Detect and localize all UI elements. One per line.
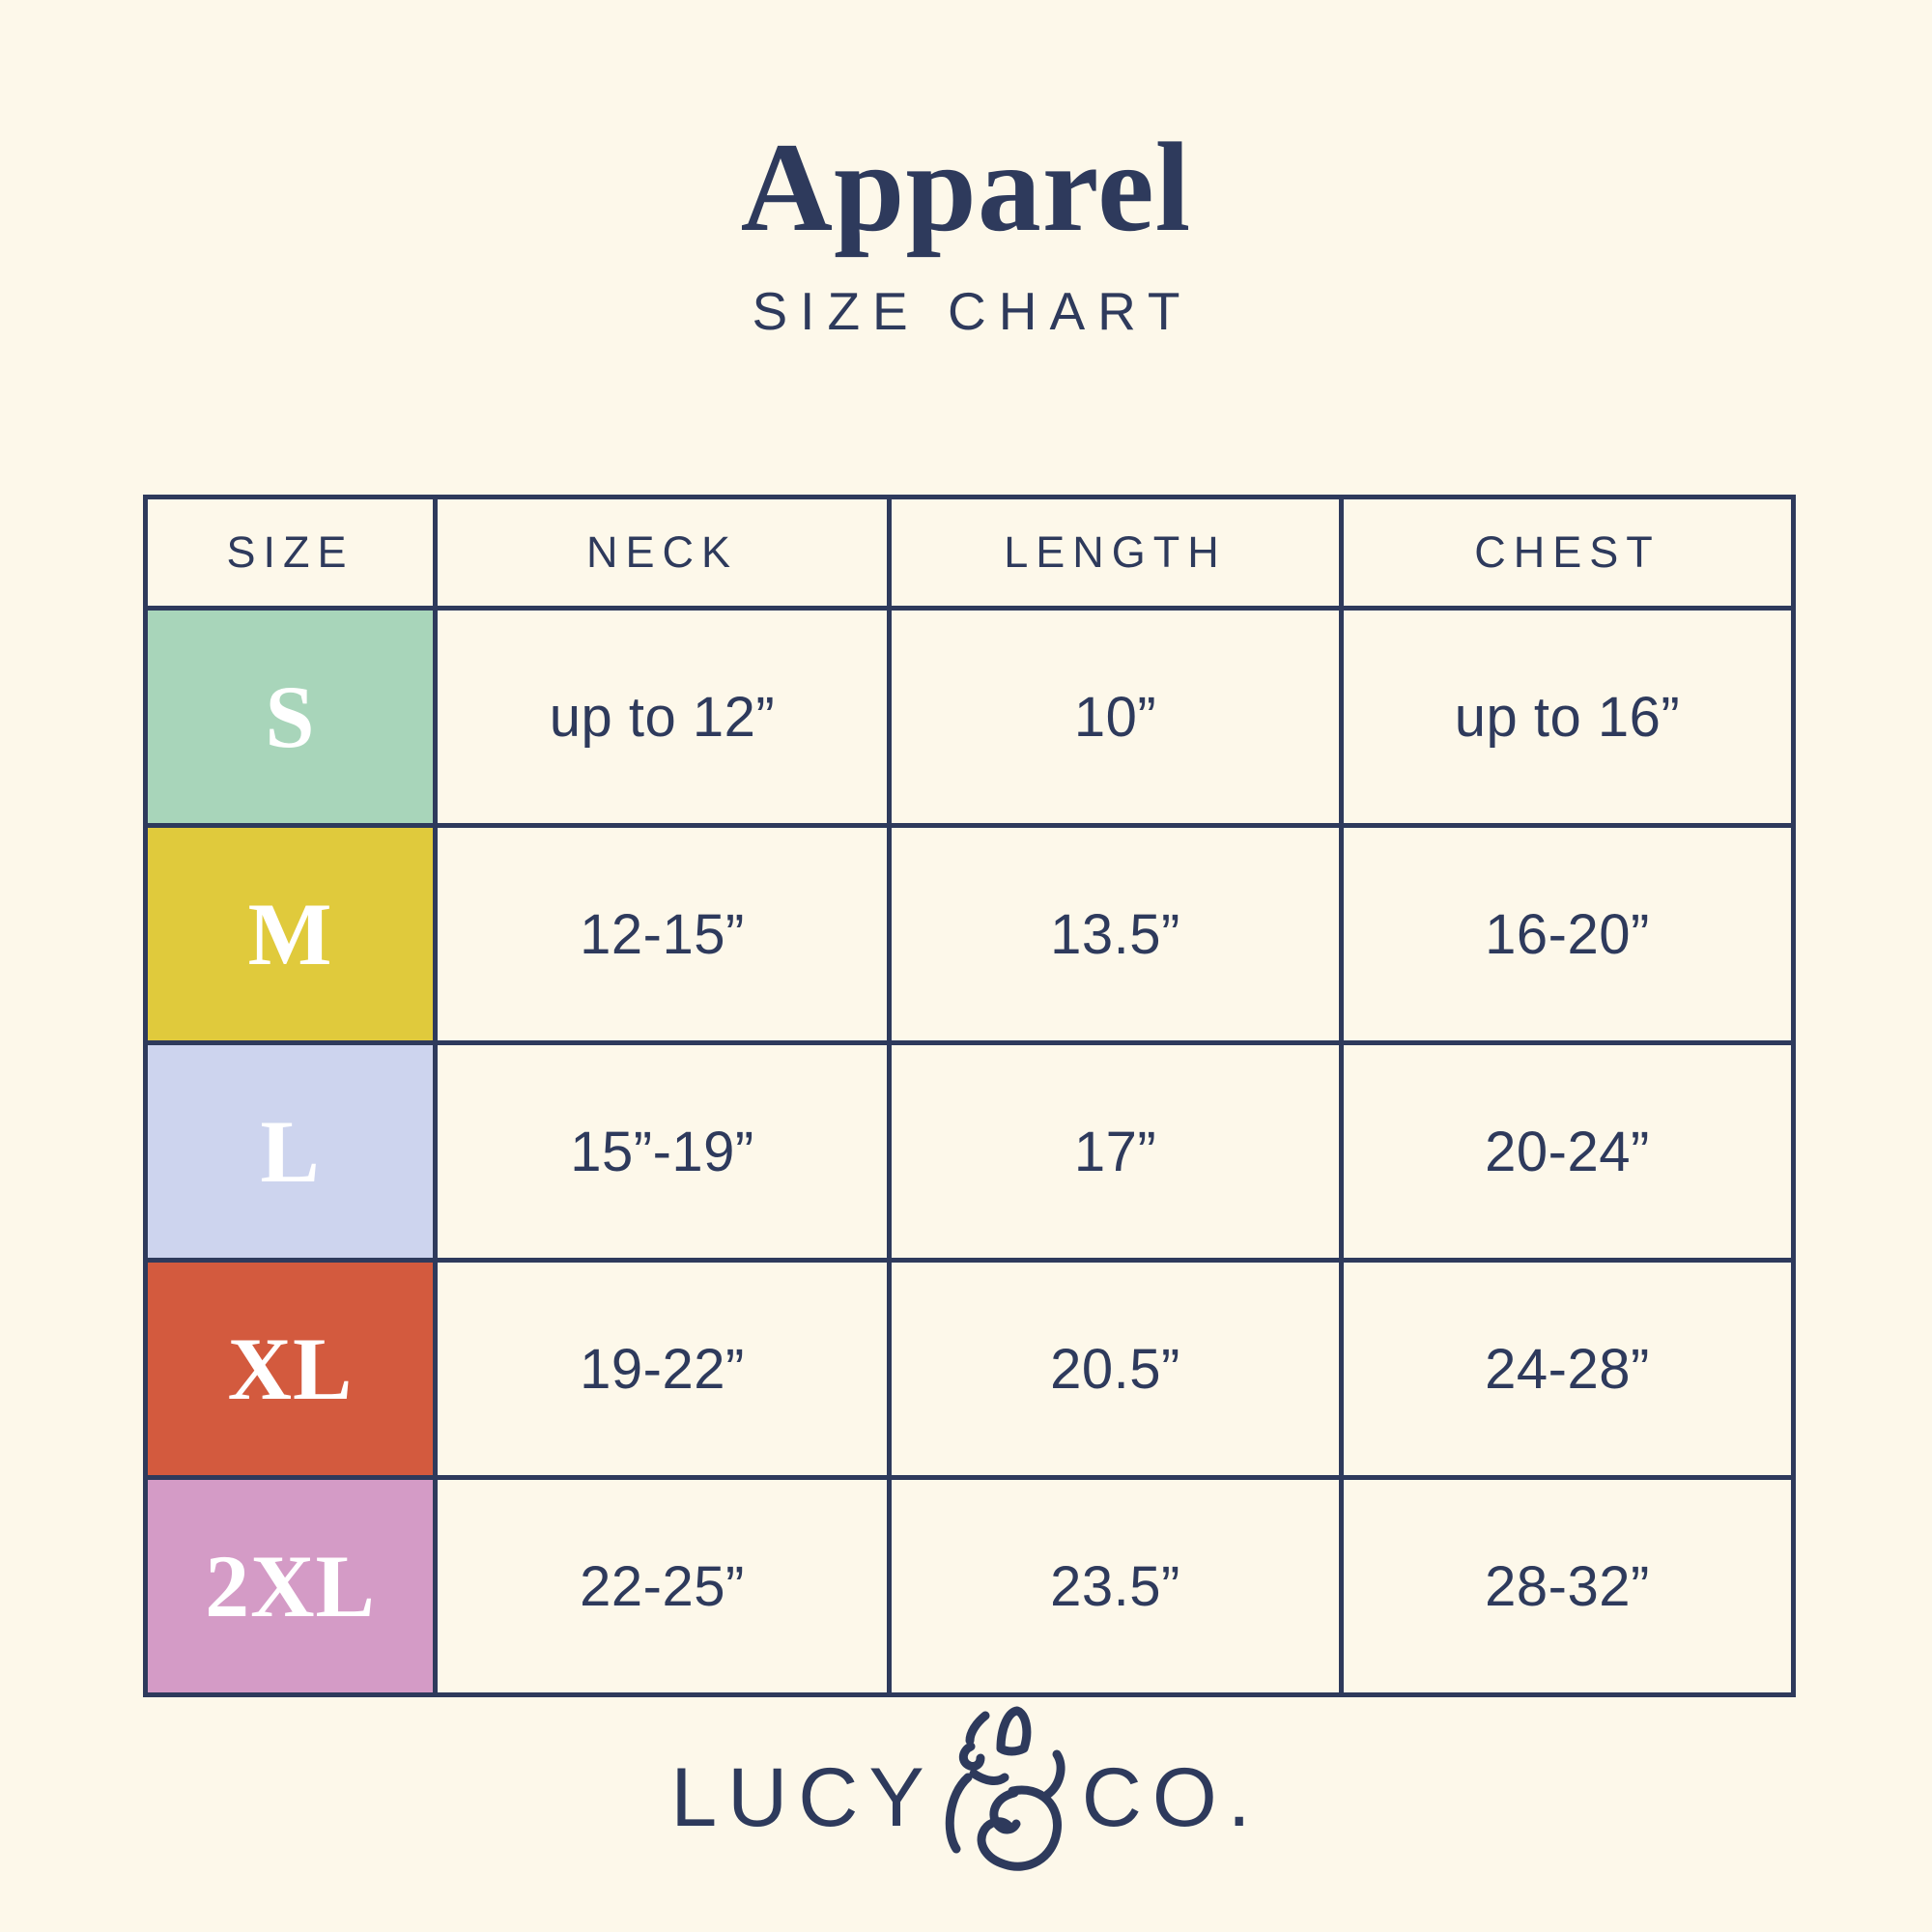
size-label-2xl: 2XL bbox=[205, 1537, 376, 1635]
table-row: L 15”-19” 17” 20-24” bbox=[143, 1040, 1796, 1263]
length-value-s: 10” bbox=[887, 606, 1344, 828]
page-header: Apparel SIZE CHART bbox=[0, 124, 1932, 342]
size-swatch-s: S bbox=[143, 606, 438, 828]
size-swatch-2xl: 2XL bbox=[143, 1475, 438, 1697]
neck-value-2xl: 22-25” bbox=[433, 1475, 892, 1697]
length-value-l: 17” bbox=[887, 1040, 1344, 1263]
chest-value-xl: 24-28” bbox=[1339, 1258, 1796, 1480]
size-swatch-l: L bbox=[143, 1040, 438, 1263]
chest-value-2xl: 28-32” bbox=[1339, 1475, 1796, 1697]
page-subtitle: SIZE CHART bbox=[752, 281, 1193, 341]
brand-name-right: CO. bbox=[1081, 1751, 1262, 1844]
size-chart-table-wrapper: SIZE NECK LENGTH CHEST S up to 12” 10” bbox=[143, 495, 1796, 1697]
size-chart-table: SIZE NECK LENGTH CHEST S up to 12” 10” bbox=[143, 495, 1796, 1697]
length-value-m: 13.5” bbox=[887, 823, 1344, 1045]
column-header-neck: NECK bbox=[433, 495, 892, 611]
page-title: Apparel bbox=[740, 116, 1192, 258]
brand-logo: LUCY CO. bbox=[0, 1706, 1932, 1876]
neck-value-l: 15”-19” bbox=[433, 1040, 892, 1263]
table-row: 2XL 22-25” 23.5” 28-32” bbox=[143, 1475, 1796, 1697]
table-header: SIZE NECK LENGTH CHEST bbox=[143, 495, 1796, 611]
table-row: M 12-15” 13.5” 16-20” bbox=[143, 823, 1796, 1045]
chest-value-l: 20-24” bbox=[1339, 1040, 1796, 1263]
brand-name-left: LUCY bbox=[670, 1751, 935, 1844]
dog-ampersand-icon bbox=[941, 1706, 1068, 1876]
neck-value-xl: 19-22” bbox=[433, 1258, 892, 1480]
size-label-l: L bbox=[260, 1102, 321, 1201]
table-row: S up to 12” 10” up to 16” bbox=[143, 606, 1796, 828]
length-value-xl: 20.5” bbox=[887, 1258, 1344, 1480]
neck-value-s: up to 12” bbox=[433, 606, 892, 828]
size-swatch-m: M bbox=[143, 823, 438, 1045]
column-header-chest: CHEST bbox=[1339, 495, 1796, 611]
size-label-xl: XL bbox=[227, 1320, 354, 1418]
size-label-m: M bbox=[247, 885, 333, 983]
chest-value-s: up to 16” bbox=[1339, 606, 1796, 828]
column-header-length: LENGTH bbox=[887, 495, 1344, 611]
neck-value-m: 12-15” bbox=[433, 823, 892, 1045]
size-swatch-xl: XL bbox=[143, 1258, 438, 1480]
chest-value-m: 16-20” bbox=[1339, 823, 1796, 1045]
table-row: XL 19-22” 20.5” 24-28” bbox=[143, 1258, 1796, 1480]
table-body: S up to 12” 10” up to 16” M 12-15” 1 bbox=[143, 606, 1796, 1697]
length-value-2xl: 23.5” bbox=[887, 1475, 1344, 1697]
column-header-size: SIZE bbox=[143, 495, 438, 611]
size-label-s: S bbox=[265, 668, 316, 766]
header-row: SIZE NECK LENGTH CHEST bbox=[143, 495, 1796, 611]
